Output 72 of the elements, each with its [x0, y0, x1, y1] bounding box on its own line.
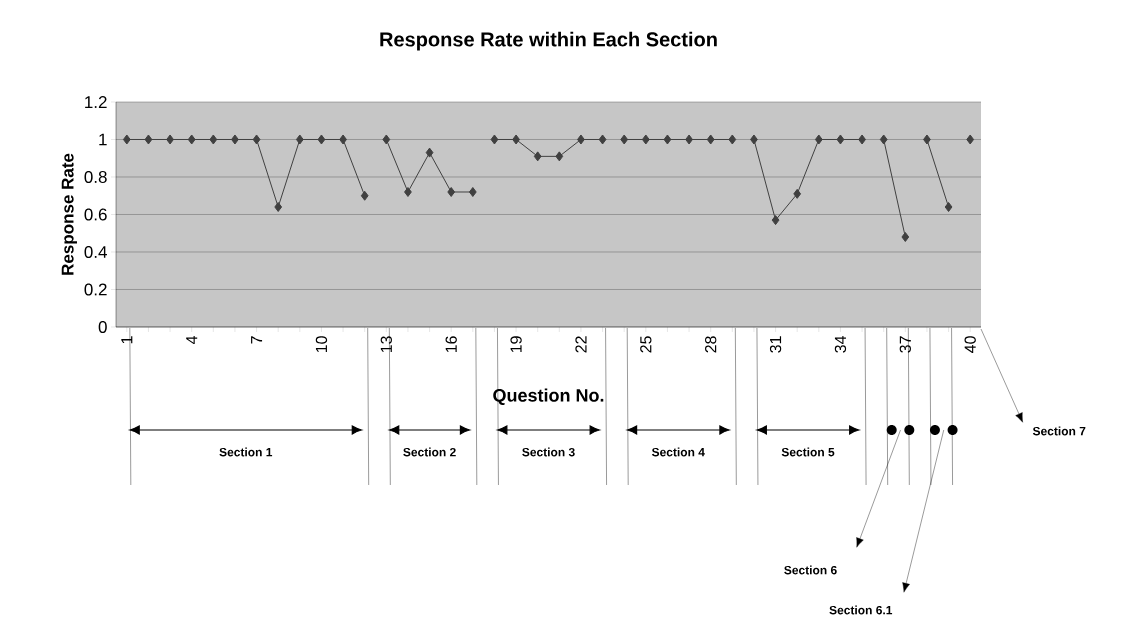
point: [533, 151, 542, 162]
point: [728, 134, 737, 145]
point: [771, 215, 780, 226]
x-tick-label: 13: [380, 336, 392, 353]
point: [879, 134, 888, 145]
x-tick-label: 1: [121, 336, 133, 344]
y-tick-label: 1.2: [85, 96, 107, 108]
point: [577, 134, 585, 145]
point: [620, 134, 629, 145]
x-axis-title: Question No.: [493, 388, 604, 406]
point: [295, 134, 304, 145]
y-tick-label: 0.6: [84, 208, 107, 221]
point: [944, 201, 953, 212]
point: [252, 134, 261, 145]
point: [404, 186, 412, 197]
x-tick-label: 4: [186, 336, 198, 345]
y-tick-label: 0.4: [84, 245, 107, 259]
point: [447, 186, 456, 197]
text: Section 7: [1032, 426, 1086, 436]
point: [512, 134, 520, 145]
text: Section 5: [781, 447, 835, 457]
point: [685, 134, 693, 145]
point: [166, 134, 174, 145]
point: [598, 134, 607, 145]
point: [555, 151, 564, 162]
text: Section 1: [219, 447, 273, 457]
text: Section 6: [784, 565, 837, 575]
point: [793, 188, 802, 199]
point: [209, 134, 218, 145]
point: [858, 134, 866, 145]
point: [966, 134, 975, 145]
x-tick-label: 25: [640, 336, 652, 353]
point: [339, 134, 347, 145]
point: [923, 134, 931, 145]
x-tick-label: 10: [315, 336, 328, 353]
point: [425, 147, 434, 158]
point: [231, 134, 239, 145]
point: [274, 201, 283, 212]
chart-title: Response Rate within Each Section: [380, 31, 717, 51]
x-tick-label: 16: [445, 336, 457, 353]
x-tick-label: 28: [705, 336, 717, 353]
y-axis-title: Response Rate: [61, 153, 77, 275]
point: [187, 134, 196, 145]
point: [901, 231, 910, 242]
text: Section 6.1: [829, 605, 893, 615]
point: [836, 134, 845, 145]
point: [360, 190, 369, 201]
point: [750, 134, 758, 145]
x-tick-label: 31: [769, 336, 782, 353]
text: Section 3: [522, 447, 575, 457]
point: [144, 134, 153, 145]
y-tick-label: 0: [98, 320, 107, 334]
x-tick-label: 7: [251, 336, 263, 344]
point: [663, 134, 672, 145]
x-tick-label: 22: [575, 336, 587, 353]
y-tick-label: 0.2: [84, 283, 107, 296]
y-tick-label: 1: [99, 133, 107, 146]
x-tick-label: 19: [510, 336, 522, 353]
point: [641, 134, 650, 145]
text: Section 2: [403, 447, 456, 457]
point: [468, 186, 477, 197]
point: [490, 134, 499, 145]
point: [706, 134, 715, 145]
text: Section 4: [651, 447, 705, 457]
point: [382, 134, 391, 145]
x-tick-label: 37: [899, 336, 911, 353]
x-tick-label: 40: [964, 336, 976, 353]
y-tick-label: 0.8: [84, 170, 107, 184]
point: [317, 134, 326, 145]
point: [122, 134, 131, 145]
point: [814, 134, 823, 145]
x-tick-label: 34: [834, 336, 847, 353]
